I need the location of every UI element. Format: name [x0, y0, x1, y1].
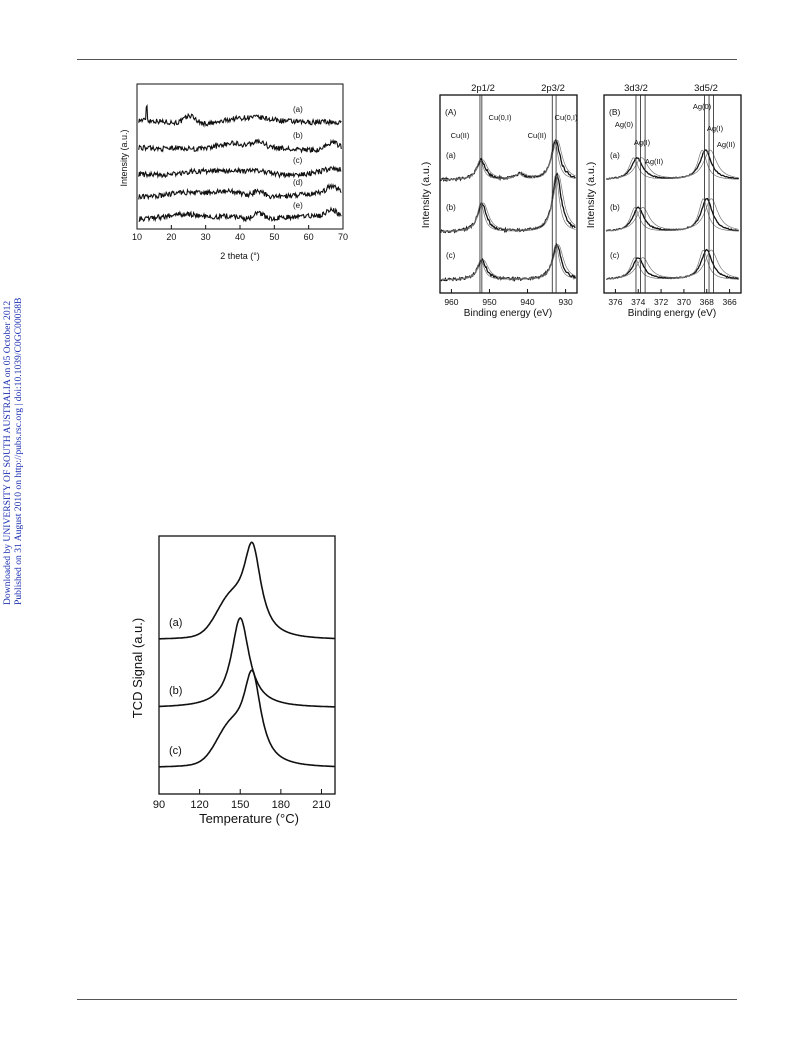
xps-cu-annotation: Cu(0,I) — [489, 113, 512, 122]
xps-ag-x-tick-label: 376 — [608, 297, 622, 307]
xps-ag-series-line — [606, 249, 739, 280]
tpr-x-tick-label: 120 — [190, 799, 208, 811]
xps-ag-panel-label: (B) — [609, 107, 621, 117]
xps-ag-series-label: (c) — [610, 251, 620, 260]
tpr-plot-frame — [158, 535, 336, 795]
xrd-series-line — [138, 165, 342, 179]
xps-cu-series-line — [440, 140, 576, 181]
tpr-series-label: (a) — [169, 617, 182, 629]
xps-figure: (a) (b) (c) (a) (b) (c) 960 950 940 930 376 374 3… — [405, 80, 750, 325]
xrd-plot-frame — [136, 83, 344, 230]
xrd-series-line — [138, 183, 342, 201]
tpr-figure: (a) (b) (c) 90 120 150 180 210 TCD Signal (a.u… — [125, 528, 350, 833]
xrd-series-label: (c) — [293, 156, 303, 165]
tpr-x-tick-label: 210 — [312, 799, 330, 811]
xps-cu-series-line — [440, 244, 576, 281]
xrd-x-tick-label: 50 — [269, 232, 279, 242]
xps-cu-top-label: 2p1/2 — [471, 83, 495, 94]
xps-cu-x-tick-label: 950 — [482, 297, 496, 307]
xps-cu-series-line — [440, 244, 576, 280]
xps-cu-series-label: (a) — [446, 151, 456, 160]
xps-ag-xlabel: Binding energy (eV) — [628, 308, 716, 319]
tpr-x-tick-label: 90 — [153, 799, 165, 811]
xps-cu-annotation: Cu(0,I) — [555, 113, 578, 122]
xrd-xlabel: 2 theta (°) — [220, 251, 260, 261]
xps-ag-series-line — [606, 198, 739, 232]
xps-cu-series-line — [440, 172, 576, 234]
xrd-figure: (a) (b) (c) (d) (e) 10 20 30 40 50 60 70 Intensity… — [110, 78, 360, 273]
xps-cu-series-line — [440, 139, 576, 180]
xps-ag-series-line — [606, 198, 739, 232]
xps-ag-annotation: Ag(I) — [634, 138, 651, 147]
xrd-chart: (a) (b) (c) (d) (e) 10 20 30 40 50 60 70 Intensity… — [119, 83, 348, 261]
tpr-series-line — [159, 541, 335, 640]
tpr-xlabel: Temperature (°C) — [199, 811, 299, 826]
xps-ag-x-tick-label: 370 — [677, 297, 691, 307]
xps-ag-annotation: Ag(II) — [717, 140, 736, 149]
xps-cu-series-line — [440, 174, 576, 232]
xps-cu-annotation: Cu(II) — [528, 131, 547, 140]
xrd-x-tick-label: 70 — [338, 232, 348, 242]
xrd-series-label: (d) — [293, 178, 303, 187]
xrd-series-label: (e) — [293, 201, 303, 210]
xps-ag-series-line — [605, 197, 739, 232]
xrd-series-label: (a) — [293, 105, 303, 114]
xps-ag-x-tick-label: 366 — [722, 297, 736, 307]
xrd-series-label: (b) — [293, 131, 303, 140]
xps-cu-top-label: 2p3/2 — [541, 83, 565, 94]
xps-cu-xlabel: Binding energy (eV) — [464, 308, 552, 319]
xps-cu-panel-label: (A) — [445, 107, 457, 117]
xps-cu-series-line — [440, 242, 577, 282]
xps-ag-series-line — [606, 249, 739, 280]
xps-ag-top-label: 3d5/2 — [694, 83, 718, 94]
xps-ag-frame — [603, 94, 742, 294]
xps-ag-top-label: 3d3/2 — [624, 83, 648, 94]
xrd-x-tick-label: 20 — [166, 232, 176, 242]
xrd-x-tick-label: 40 — [235, 232, 245, 242]
xps-ag-x-tick-label: 374 — [631, 297, 645, 307]
xps-cu-x-tick-label: 960 — [444, 297, 458, 307]
xps-ag-series-label: (b) — [610, 203, 620, 212]
tpr-series-label: (c) — [169, 745, 182, 757]
xps-cu-x-tick-label: 940 — [520, 297, 534, 307]
xps-cu-series-label: (c) — [446, 251, 456, 260]
xrd-x-tick-label: 10 — [132, 232, 142, 242]
download-notice: Downloaded by UNIVERSITY OF SOUTH AUSTRA… — [0, 0, 30, 1039]
tpr-series-line — [159, 617, 335, 708]
xps-cu-ylabel: Intensity (a.u.) — [420, 162, 432, 229]
tpr-chart: (a) (b) (c) 90 120 150 180 210 TCD Signal (a.u… — [130, 535, 336, 826]
xps-ag-series-line — [606, 149, 739, 180]
xps-cu-x-tick-label: 930 — [558, 297, 572, 307]
xps-cu-series-line — [440, 173, 576, 232]
xps-chart: (a) (b) (c) (a) (b) (c) 960 950 940 930 376 374 3… — [420, 83, 742, 319]
xps-ag-annotation: Ag(I) — [707, 124, 724, 133]
tpr-x-tick-label: 180 — [272, 799, 290, 811]
tpr-series-line — [159, 669, 335, 768]
footer-rule — [77, 999, 737, 1000]
download-notice-line-1: Downloaded by UNIVERSITY OF SOUTH AUSTRA… — [2, 301, 13, 605]
xps-cu-series-label: (b) — [446, 203, 456, 212]
xrd-series-line — [138, 206, 342, 223]
xrd-x-tick-label: 30 — [201, 232, 211, 242]
xrd-ylabel: Intensity (a.u.) — [119, 129, 129, 186]
xrd-series-line — [138, 138, 342, 154]
xps-ag-series-label: (a) — [610, 151, 620, 160]
download-notice-line-2: Published on 31 August 2010 on http://pu… — [13, 298, 24, 605]
xrd-series-line — [138, 104, 342, 128]
xps-ag-annotation: Ag(0) — [615, 120, 634, 129]
xps-ag-annotation: Ag(II) — [645, 157, 664, 166]
xps-ag-ylabel: Intensity (a.u.) — [585, 162, 597, 229]
tpr-x-tick-label: 150 — [231, 799, 249, 811]
header-rule — [77, 59, 737, 60]
xps-ag-x-tick-label: 372 — [654, 297, 668, 307]
xps-ag-annotation: Ag(0) — [693, 102, 712, 111]
xps-ag-series-line — [606, 149, 739, 180]
xrd-x-tick-label: 60 — [304, 232, 314, 242]
xps-ag-x-tick-label: 368 — [700, 297, 714, 307]
xps-cu-annotation: Cu(II) — [451, 131, 470, 140]
xps-cu-frame — [439, 94, 578, 294]
tpr-ylabel: TCD Signal (a.u.) — [130, 618, 145, 718]
tpr-series-label: (b) — [169, 685, 182, 697]
